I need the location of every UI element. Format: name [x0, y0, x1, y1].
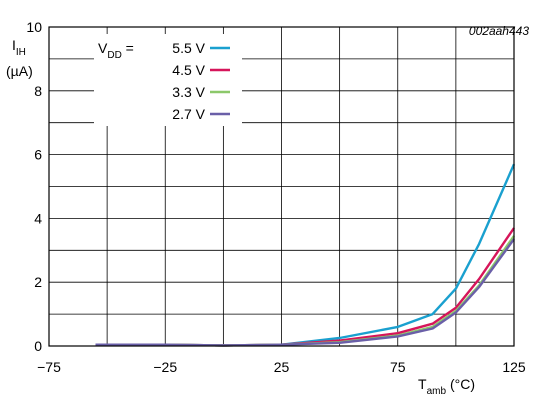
y-tick-labels: 0 2 4 6 8 10	[26, 19, 42, 354]
series-line-3	[95, 238, 515, 347]
x-axis-title: Tamb (°C)	[418, 376, 475, 397]
y-tick-label: 6	[34, 147, 42, 163]
y-tick-label: 10	[26, 19, 42, 35]
grid-lines	[49, 27, 514, 346]
legend-label-1: 4.5 V	[172, 62, 205, 78]
legend-prefix: VDD =	[98, 40, 134, 61]
figure-id: 002aah443	[469, 24, 529, 38]
y-axis-unit: (µA)	[6, 63, 33, 79]
x-tick-label: 75	[390, 359, 406, 375]
series-line-1	[95, 227, 515, 347]
y-tick-label: 2	[34, 274, 42, 290]
x-tick-label: 25	[274, 359, 290, 375]
series-lines	[95, 163, 516, 347]
y-tick-label: 8	[34, 83, 42, 99]
y-tick-label: 4	[34, 210, 42, 226]
x-tick-labels: −75 −25 25 75 125	[37, 359, 526, 375]
y-tick-label: 0	[34, 338, 42, 354]
x-tick-label: −75	[37, 359, 61, 375]
y-axis-title: IIH	[12, 37, 26, 58]
legend-label-2: 3.3 V	[172, 84, 205, 100]
legend-background	[94, 34, 242, 126]
series-line-0	[95, 163, 516, 347]
series-line-2	[95, 235, 515, 347]
x-tick-label: −25	[153, 359, 177, 375]
plot-frame	[48, 26, 515, 347]
x-tick-label: 125	[502, 359, 526, 375]
legend: VDD = 5.5 V 4.5 V 3.3 V 2.7 V	[98, 40, 230, 122]
legend-label-3: 2.7 V	[172, 106, 205, 122]
legend-label-0: 5.5 V	[172, 40, 205, 56]
